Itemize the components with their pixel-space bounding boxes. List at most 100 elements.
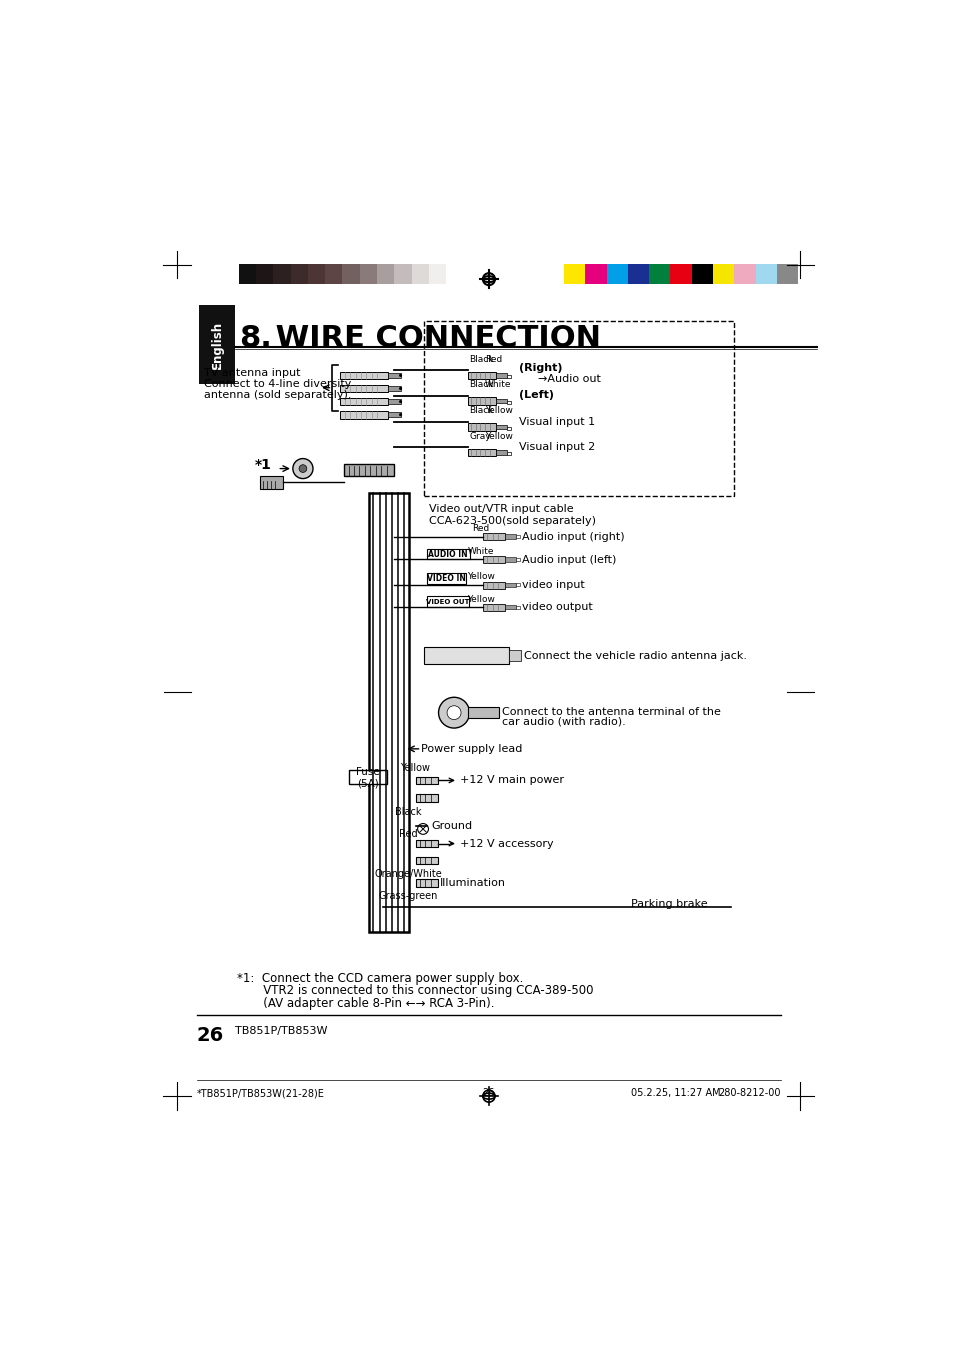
Text: VTR2 is connected to this connector using CCA-389-500: VTR2 is connected to this connector usin… xyxy=(236,985,593,997)
Circle shape xyxy=(398,374,402,377)
Bar xyxy=(483,604,505,611)
Bar xyxy=(509,650,521,661)
Bar xyxy=(776,263,798,284)
Bar xyxy=(388,373,400,378)
Text: Parking brake: Parking brake xyxy=(630,898,706,909)
Bar xyxy=(496,373,506,378)
Text: Grass-green: Grass-green xyxy=(378,892,437,901)
Text: (Right): (Right) xyxy=(518,363,562,373)
Text: Visual input 2: Visual input 2 xyxy=(518,442,595,453)
Bar xyxy=(483,534,505,540)
Bar xyxy=(369,493,409,932)
Bar xyxy=(291,263,308,284)
Text: Yellow: Yellow xyxy=(484,407,513,415)
Bar xyxy=(585,263,606,284)
Text: Power supply lead: Power supply lead xyxy=(421,744,522,754)
Bar xyxy=(505,534,516,539)
Bar xyxy=(505,557,516,562)
Bar xyxy=(416,777,437,785)
Bar xyxy=(468,449,496,457)
Bar xyxy=(483,582,505,589)
Text: 280-8212-00: 280-8212-00 xyxy=(718,1089,781,1098)
Bar xyxy=(563,263,585,284)
Bar xyxy=(199,305,234,384)
Bar xyxy=(506,453,511,455)
Text: Orange/White: Orange/White xyxy=(375,869,442,878)
Text: *1:  Connect the CCD camera power supply box.: *1: Connect the CCD camera power supply … xyxy=(236,973,523,985)
Bar xyxy=(505,605,516,609)
Circle shape xyxy=(398,386,402,390)
Text: Connect to the antenna terminal of the: Connect to the antenna terminal of the xyxy=(501,707,720,717)
Text: 05.2.25, 11:27 AM: 05.2.25, 11:27 AM xyxy=(630,1089,720,1098)
Bar xyxy=(416,840,437,847)
Text: Illumination: Illumination xyxy=(439,878,506,888)
Bar xyxy=(423,320,733,496)
Bar xyxy=(468,708,498,719)
Bar xyxy=(468,397,496,405)
Text: Audio input (left): Audio input (left) xyxy=(521,555,616,565)
Bar xyxy=(627,263,649,284)
Bar xyxy=(376,263,394,284)
Text: 26: 26 xyxy=(482,1089,495,1098)
Bar xyxy=(516,558,519,561)
Text: car audio (with radio).: car audio (with radio). xyxy=(501,717,625,727)
Bar xyxy=(516,535,519,538)
Bar xyxy=(273,263,291,284)
Bar xyxy=(388,386,400,390)
Bar xyxy=(734,263,755,284)
Bar xyxy=(606,263,627,284)
Bar xyxy=(468,372,496,380)
Bar xyxy=(423,647,509,665)
Text: Connect the vehicle radio antenna jack.: Connect the vehicle radio antenna jack. xyxy=(523,651,746,662)
Text: White: White xyxy=(467,547,494,557)
Text: *TB851P/TB853W(21-28)E: *TB851P/TB853W(21-28)E xyxy=(196,1089,324,1098)
Text: Black: Black xyxy=(469,354,494,363)
Bar xyxy=(340,385,388,392)
Bar xyxy=(325,263,342,284)
Bar xyxy=(496,399,506,403)
Text: VIDEO IN: VIDEO IN xyxy=(426,574,465,584)
Bar xyxy=(238,263,255,284)
Text: *1: *1 xyxy=(254,458,272,471)
Text: video input: video input xyxy=(521,580,584,590)
Text: 26: 26 xyxy=(196,1025,224,1046)
Text: Fuse
(5A): Fuse (5A) xyxy=(355,766,379,788)
Bar xyxy=(516,584,519,586)
Text: Yellow: Yellow xyxy=(400,763,430,773)
Bar xyxy=(388,400,400,404)
Bar xyxy=(359,263,376,284)
Text: video output: video output xyxy=(521,603,593,612)
Bar xyxy=(255,263,273,284)
Bar xyxy=(427,596,468,607)
Text: Yellow: Yellow xyxy=(467,594,495,604)
Text: Black: Black xyxy=(395,807,421,817)
Bar xyxy=(416,857,437,865)
Bar xyxy=(506,376,511,378)
Bar xyxy=(691,263,712,284)
Text: Audio input (right): Audio input (right) xyxy=(521,532,624,542)
Circle shape xyxy=(398,413,402,416)
Bar xyxy=(483,557,505,563)
Text: +12 V accessory: +12 V accessory xyxy=(459,839,554,848)
Text: AUDIO IN: AUDIO IN xyxy=(428,550,467,558)
Bar xyxy=(388,412,400,417)
Text: Black: Black xyxy=(469,407,494,415)
Text: TV antenna input: TV antenna input xyxy=(204,369,301,378)
Text: VIDEO OUT: VIDEO OUT xyxy=(426,598,469,605)
Bar xyxy=(308,263,325,284)
Text: TB851P/TB853W: TB851P/TB853W xyxy=(235,1025,328,1036)
Bar xyxy=(259,477,282,489)
Bar xyxy=(429,263,446,284)
Circle shape xyxy=(417,824,428,835)
Text: Ground: Ground xyxy=(431,821,472,831)
Text: +12 V main power: +12 V main power xyxy=(459,775,563,785)
Bar xyxy=(427,549,469,559)
Text: English: English xyxy=(211,320,223,369)
Bar xyxy=(394,263,412,284)
Text: →Audio out: →Audio out xyxy=(537,374,600,384)
Bar xyxy=(712,263,734,284)
Text: 8.: 8. xyxy=(239,324,272,353)
Bar xyxy=(427,573,465,584)
Text: Visual input 1: Visual input 1 xyxy=(518,416,595,427)
Text: Connect to 4-line diversity: Connect to 4-line diversity xyxy=(204,380,352,389)
